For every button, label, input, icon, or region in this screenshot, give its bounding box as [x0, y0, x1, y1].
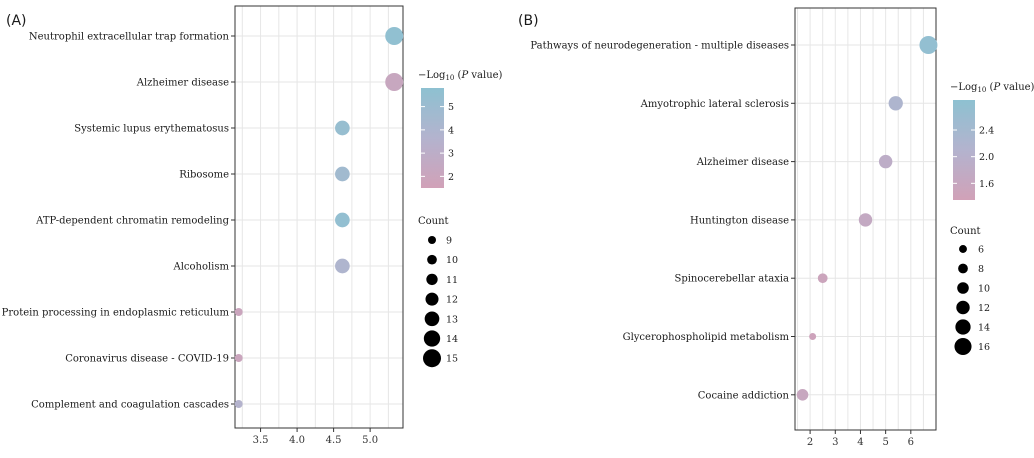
size-legend-label: 6 [978, 245, 984, 256]
category-label: Amyotrophic lateral sclerosis [640, 99, 789, 110]
data-point [335, 120, 350, 136]
size-legend-label: 10 [978, 284, 990, 295]
category-label: Coronavirus disease - COVID-19 [65, 354, 229, 365]
x-tick-label: 4.5 [326, 435, 342, 446]
data-point [888, 96, 903, 111]
data-point [385, 73, 404, 91]
size-legend-dot [954, 337, 972, 356]
category-label: Alzheimer disease [136, 78, 229, 89]
size-legend-dot [959, 245, 967, 253]
size-legend-dot [424, 311, 440, 327]
size-legend-label: 12 [978, 303, 990, 314]
color-bar [421, 88, 444, 188]
data-point [809, 333, 817, 340]
color-legend-label: 2.0 [979, 152, 994, 163]
category-label: Spinocerebellar ataxia [674, 274, 789, 285]
panel-tag: (B) [518, 13, 539, 29]
category-label: Huntington disease [690, 215, 789, 226]
x-tick-label: 3 [832, 437, 838, 448]
plot-frame [234, 5, 404, 429]
category-label: Pathways of neurodegeneration - multiple… [530, 41, 789, 52]
data-point [335, 166, 350, 182]
data-point [335, 212, 350, 228]
size-legend-label: 16 [978, 342, 990, 353]
size-legend-title: Count [950, 226, 981, 237]
x-tick-label: 6 [908, 437, 914, 448]
size-legend-dot [428, 236, 436, 244]
color-legend-label: 5 [448, 102, 454, 113]
size-legend-title: Count [418, 216, 449, 227]
category-label: Neutrophil extracellular trap formation [29, 32, 230, 43]
category-label: Alzheimer disease [696, 157, 789, 168]
x-tick-label: 4.0 [289, 435, 305, 446]
size-legend-label: 14 [978, 323, 990, 334]
color-legend-label: 4 [448, 125, 454, 136]
category-label: Protein processing in endoplasmic reticu… [2, 308, 230, 319]
data-point [878, 154, 893, 169]
panel-b: (B) 2 3 4 5 6 Pathways of neurodegeneration - … [518, 7, 1034, 448]
size-legend-dot [423, 330, 441, 347]
x-tick-label: 5.0 [362, 435, 378, 446]
data-point [234, 308, 243, 316]
data-point [385, 27, 404, 45]
size-legend-label: 14 [446, 334, 458, 345]
size-legend-dot [956, 300, 970, 315]
category-label: Complement and coagulation cascades [31, 400, 229, 411]
size-legend-label: 12 [446, 295, 458, 306]
color-bar [953, 100, 975, 200]
size-legend-dot [425, 292, 439, 306]
size-legend-dot [423, 349, 441, 368]
size-legend-dot [426, 273, 438, 286]
data-point [335, 258, 350, 274]
data-point [796, 389, 809, 401]
size-legend-dot [957, 282, 969, 294]
color-legend-label: 2.4 [979, 126, 994, 137]
category-label: Ribosome [179, 170, 229, 181]
size-legend-label: 11 [446, 275, 458, 286]
x-tick-label: 5 [882, 437, 888, 448]
size-legend-label: 9 [446, 236, 452, 247]
color-legend-title: −Log10 (P value) [418, 70, 503, 82]
size-legend-dot [955, 319, 971, 335]
size-legend-label: 13 [446, 314, 458, 325]
x-tick-label: 2 [807, 437, 813, 448]
panel-tag: (A) [6, 13, 27, 29]
panel-a: (A) 3.5 4.0 4.5 5.0 Neutrophil extracellular … [2, 5, 503, 446]
color-legend-title: −Log10 (P value) [950, 82, 1034, 94]
size-legend-label: 10 [446, 255, 458, 266]
size-legend-label: 8 [978, 264, 984, 275]
category-label: Systemic lupus erythematosus [74, 124, 229, 135]
plot-frame [794, 7, 937, 431]
category-label: Glycerophospholipid metabolism [623, 332, 790, 343]
category-label: Cocaine addiction [698, 390, 790, 401]
color-legend-label: 3 [448, 149, 454, 160]
category-label: ATP-dependent chromatin remodeling [35, 216, 229, 227]
color-legend-label: 2 [448, 172, 454, 183]
data-point [858, 213, 873, 227]
data-point [919, 36, 938, 54]
data-point [234, 354, 243, 362]
size-legend-dot [427, 254, 437, 265]
data-point [234, 400, 243, 408]
size-legend-label: 15 [446, 354, 458, 365]
size-legend-dot [958, 263, 968, 274]
category-label: Alcoholism [172, 262, 229, 273]
x-tick-label: 4 [857, 437, 863, 448]
color-legend-label: 1.6 [979, 179, 994, 190]
data-point [817, 273, 828, 284]
x-tick-label: 3.5 [253, 435, 269, 446]
